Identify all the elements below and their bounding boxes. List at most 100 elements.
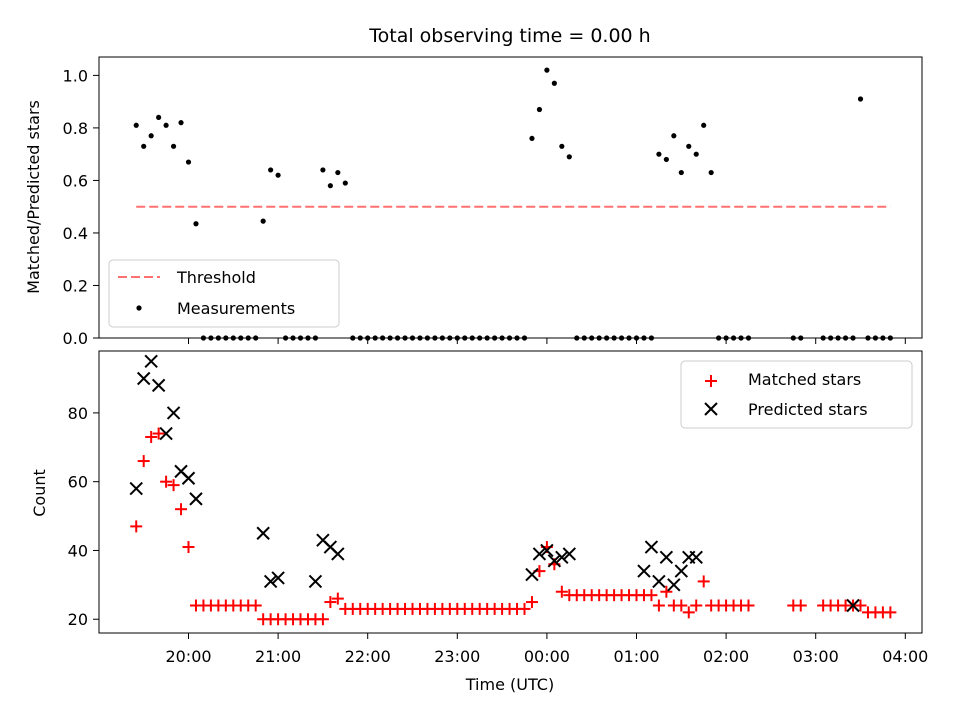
matched-star-point (137, 455, 150, 468)
measurement-point (723, 335, 729, 341)
measurement-point (529, 135, 535, 142)
chart-title: Total observing time = 0.00 h (368, 25, 650, 47)
predicted-legend-swatch (704, 402, 718, 416)
predicted-star-point (256, 526, 270, 540)
count-y-tick-label: 60 (68, 473, 88, 492)
matched-star-point (525, 596, 538, 609)
measurement-point (372, 335, 378, 341)
count-y-tick-label: 80 (68, 404, 88, 423)
predicted-star-point (525, 567, 539, 582)
predicted-star-point (652, 574, 666, 589)
measurement-point (566, 154, 572, 160)
measurement-point (148, 133, 154, 139)
count-x-tick-label: 03:00 (793, 647, 839, 666)
matched-star-point (742, 599, 755, 612)
count-x-tick-label: 04:00 (882, 647, 928, 666)
predicted-star-point (144, 354, 158, 369)
measurements-legend-swatch (136, 305, 142, 311)
matched-star-point (555, 585, 568, 598)
measurement-point (469, 335, 475, 341)
measurement-point (656, 151, 662, 157)
ratio-y-tick-label: 1.0 (63, 66, 88, 85)
predicted-star-point (667, 578, 681, 592)
measurement-point (701, 122, 707, 128)
measurement-point (350, 335, 356, 341)
ratio-y-tick-label: 0.4 (63, 224, 88, 243)
ratio-y-tick-label: 0.0 (63, 329, 88, 348)
ratio-x-ticks (188, 338, 906, 344)
measurement-point (499, 335, 505, 341)
count-panel: 20 40 60 80 20:00 21:00 22:00 23:00 00:00 01:00 0… (30, 350, 928, 694)
predicted-star-point (159, 426, 173, 441)
measurement-point (686, 143, 692, 149)
measurement-point (648, 335, 655, 341)
measurement-point (514, 335, 520, 341)
measurement-point (842, 335, 849, 341)
predicted-star-point (846, 598, 860, 613)
predicted-star-point (674, 564, 689, 578)
measurement-point (716, 335, 722, 341)
measurement-point (424, 335, 431, 341)
ratio-y-tick-label: 0.2 (63, 276, 88, 295)
ratio-y-tick-label: 0.8 (63, 119, 88, 138)
measurement-point (730, 335, 737, 341)
predicted-star-point (555, 550, 569, 565)
measurement-point (477, 335, 483, 341)
measurement-point (633, 335, 640, 341)
measurement-point (820, 335, 826, 341)
measurement-point (282, 335, 289, 341)
matched-star-point (518, 602, 531, 615)
predicted-legend-label: Predicted stars (748, 400, 868, 419)
count-panel-frame (98, 350, 923, 634)
measurement-point (454, 335, 460, 341)
measurement-point (297, 335, 304, 341)
predicted-star-point (263, 574, 278, 589)
predicted-star-point (532, 547, 547, 561)
measurement-point (872, 335, 879, 341)
measurement-point (253, 335, 259, 341)
measurement-point (574, 335, 580, 341)
measurement-point (462, 335, 468, 341)
count-x-axis: 20:00 21:00 22:00 23:00 00:00 01:00 02:00 03:00… (165, 633, 928, 666)
measurement-point (447, 335, 453, 341)
measurement-point (521, 335, 528, 341)
ratio-legend: Threshold Measurements (108, 259, 340, 328)
measurement-point (559, 143, 565, 149)
matched-star-point (652, 599, 665, 612)
measurement-point (880, 335, 886, 341)
matched-star-point (160, 475, 173, 488)
measurement-point (357, 335, 363, 341)
ratio-panel: 0.0 0.2 0.4 0.6 0.8 1.0 Matched/Predicted sta… (24, 56, 923, 348)
measurement-point (865, 335, 871, 341)
predicted-star-point (540, 543, 554, 558)
measurement-point (484, 335, 490, 341)
measurement-point (156, 114, 162, 121)
matched-star-point (854, 599, 867, 612)
ratio-legend-box (108, 259, 340, 328)
count-x-tick-label: 22:00 (345, 647, 391, 666)
measurement-point (141, 143, 147, 149)
predicted-star-point (136, 371, 151, 386)
measurement-point (432, 335, 438, 341)
matched-star-point (167, 479, 180, 492)
measurement-point (223, 335, 229, 341)
matched-star-point (331, 592, 344, 605)
predicted-star-point (151, 378, 166, 393)
measurement-point (835, 335, 841, 341)
predicted-star-point (189, 492, 203, 506)
measurement-point (626, 335, 632, 341)
measurement-point (320, 167, 326, 173)
measurement-point (163, 122, 169, 128)
count-plot-area (129, 354, 897, 626)
count-x-tick-label: 01:00 (613, 647, 659, 666)
measurement-point (238, 335, 244, 341)
measurement-point (402, 335, 408, 341)
matched-legend-swatch (705, 375, 717, 387)
measurement-point (312, 335, 319, 341)
measurement-point (387, 335, 393, 341)
matched-star-point (130, 520, 143, 533)
measurement-point (409, 335, 416, 341)
measurement-point (551, 80, 557, 86)
measurement-point (290, 335, 296, 341)
measurement-point (133, 122, 139, 128)
